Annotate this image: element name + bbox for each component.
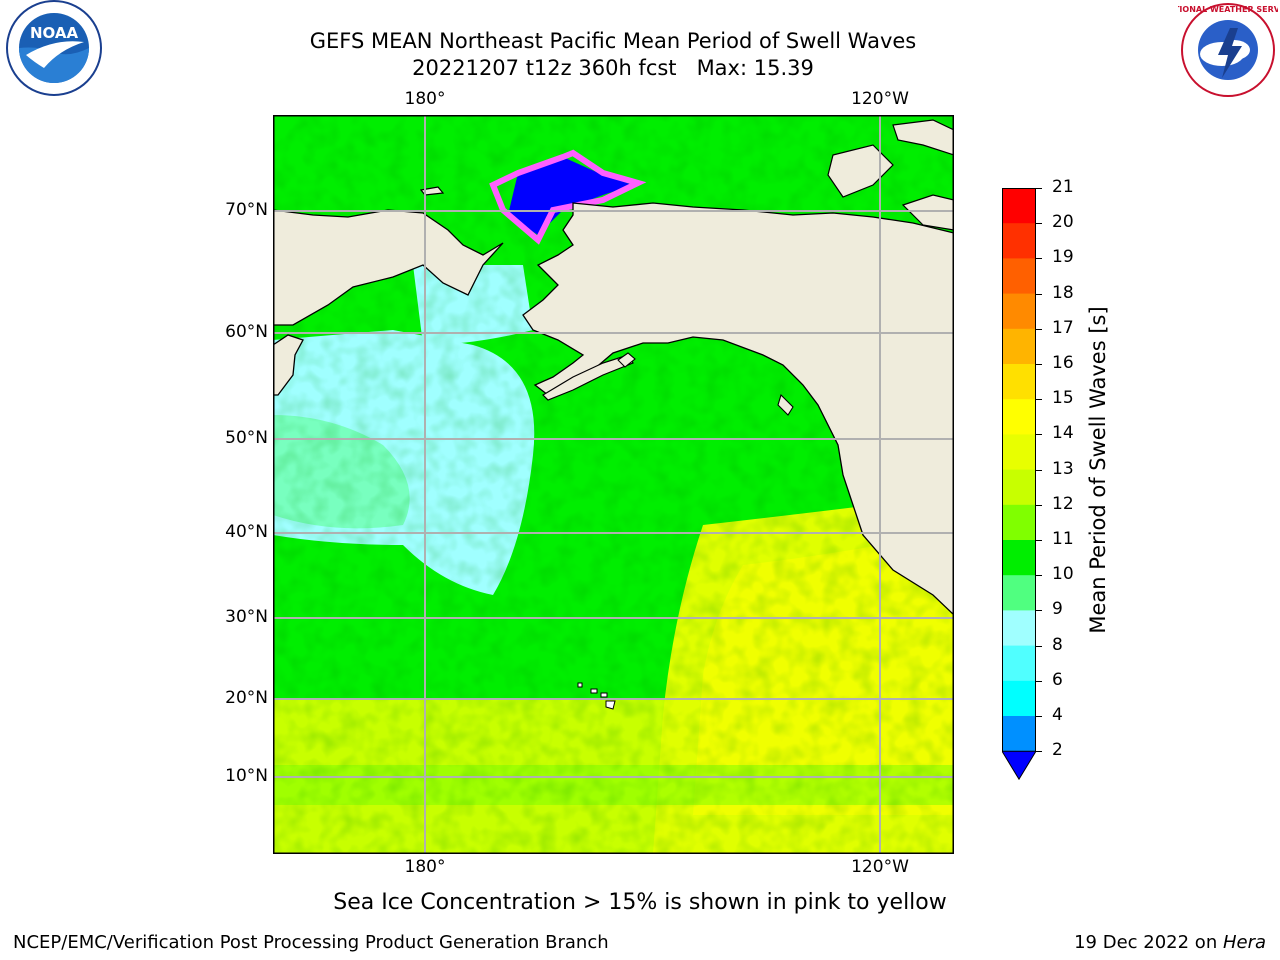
colorbar-tick-mark [1036, 504, 1042, 506]
colorbar-segment [1002, 434, 1036, 471]
colorbar-segment [1002, 364, 1036, 400]
colorbar-tick-mark [1036, 223, 1042, 225]
colorbar-tick-label: 9 [1052, 599, 1063, 620]
colorbar-tick-mark [1036, 399, 1042, 401]
colorbar-segment [1002, 504, 1036, 541]
lat-label-20n: 20°N [225, 688, 268, 708]
footer-right: 19 Dec 2022 on Hera [1074, 932, 1266, 953]
lon-label-top-120w: 120°W [851, 89, 909, 109]
colorbar-tick-mark [1036, 469, 1042, 471]
title-line-1: GEFS MEAN Northeast Pacific Mean Period … [309, 29, 917, 53]
footer-left: NCEP/EMC/Verification Post Processing Pr… [13, 932, 609, 953]
ice-low-period [508, 157, 633, 235]
nws-logo: NATIONAL WEATHER SERVICE [1162, 0, 1280, 100]
colorbar-segment [1002, 540, 1036, 576]
colorbar-tick-label: 2 [1052, 740, 1063, 761]
lat-label-30n: 30°N [225, 607, 268, 627]
title-line-2: 20221207 t12z 360h fcst Max: 15.39 [412, 56, 814, 80]
colorbar-tick-label: 14 [1052, 423, 1074, 444]
colorbar-tick-label: 13 [1052, 458, 1074, 479]
colorbar-tick-label: 8 [1052, 634, 1063, 655]
noaa-wordmark: NOAA [30, 24, 79, 42]
noaa-logo: NOAA [4, 0, 104, 100]
lon-label-bottom-120w: 120°W [851, 857, 909, 877]
footer-host: Hera [1222, 932, 1266, 953]
lat-label-60n: 60°N [225, 322, 268, 342]
colorbar-tick-label: 12 [1052, 493, 1074, 514]
colorbar-tick-label: 20 [1052, 212, 1074, 233]
colorbar-tick-label: 4 [1052, 705, 1063, 725]
lat-label-50n: 50°N [225, 428, 268, 448]
graticule [273, 115, 954, 854]
colorbar-segment [1002, 188, 1036, 224]
sea-ice-edge [489, 149, 647, 245]
colorbar-tick-mark [1036, 258, 1042, 260]
land-kodiak [617, 352, 636, 368]
map-svg [272, 115, 955, 854]
colorbar-tick-label: 18 [1052, 282, 1074, 303]
colorbar-tick-mark [1036, 434, 1042, 436]
colorbar-tick-label: 17 [1052, 317, 1074, 338]
colorbar-tick-mark [1036, 188, 1042, 189]
sea-ice-note: Sea Ice Concentration > 15% is shown in … [333, 890, 947, 915]
map-frame [273, 115, 954, 854]
colorbar-tick-label: 19 [1052, 247, 1074, 268]
lon-label-bottom-180: 180° [404, 857, 446, 877]
land-alaska-peninsula [542, 354, 634, 401]
colorbar-segment [1002, 293, 1036, 330]
colorbar-segment [1002, 223, 1036, 259]
colorbar-tick-label: 11 [1052, 529, 1074, 549]
lat-label-70n: 70°N [225, 200, 268, 220]
colorbar-segment [1002, 399, 1036, 435]
colorbar-segment [1002, 469, 1036, 506]
lon-label-top-180: 180° [404, 89, 446, 109]
colorbar-tick-mark [1036, 328, 1042, 330]
colorbar-tick-mark [1036, 645, 1042, 647]
land-vancouver-island [777, 393, 794, 416]
colorbar-segment [1002, 680, 1036, 717]
colorbar-tick-mark [1036, 610, 1042, 612]
colorbar-label: Mean Period of Swell Waves [s] [1086, 306, 1110, 634]
colorbar-svg [1001, 188, 1037, 781]
colorbar-tick-mark [1036, 680, 1042, 682]
footer-date: 19 Dec 2022 on [1074, 932, 1223, 953]
colorbar-tick-mark [1036, 716, 1042, 717]
land-hawaii [577, 682, 616, 710]
colorbar-tick-mark [1036, 293, 1042, 295]
land-wrangel [419, 186, 445, 196]
colorbar-tick-label: 16 [1052, 353, 1074, 373]
colorbar-tick-label: 21 [1052, 177, 1074, 197]
colorbar-segment [1002, 328, 1036, 365]
nws-wordmark: NATIONAL WEATHER SERVICE [1178, 5, 1278, 14]
colorbar-segment [1002, 575, 1036, 611]
colorbar-tick-mark [1036, 575, 1042, 577]
land-arctic-island-1 [827, 144, 894, 198]
colorbar-segment [1002, 716, 1036, 752]
colorbar-tick-label: 15 [1052, 388, 1074, 409]
colorbar-tick-mark [1036, 751, 1042, 753]
lat-label-10n: 10°N [225, 766, 268, 786]
colorbar-tick-label: 6 [1052, 669, 1063, 690]
colorbar-frame [1002, 188, 1036, 752]
colorbar-segment [1002, 610, 1036, 647]
colorbar-segment [1002, 258, 1036, 295]
colorbar-extend-triangle [1001, 750, 1037, 781]
lat-label-40n: 40°N [225, 522, 268, 542]
colorbar-tick-mark [1036, 540, 1042, 541]
colorbar-tick-label: 10 [1052, 564, 1074, 585]
map-panel [272, 115, 955, 854]
colorbar [1001, 188, 1037, 784]
colorbar-segment [1002, 645, 1036, 682]
colorbar-tick-mark [1036, 364, 1042, 365]
